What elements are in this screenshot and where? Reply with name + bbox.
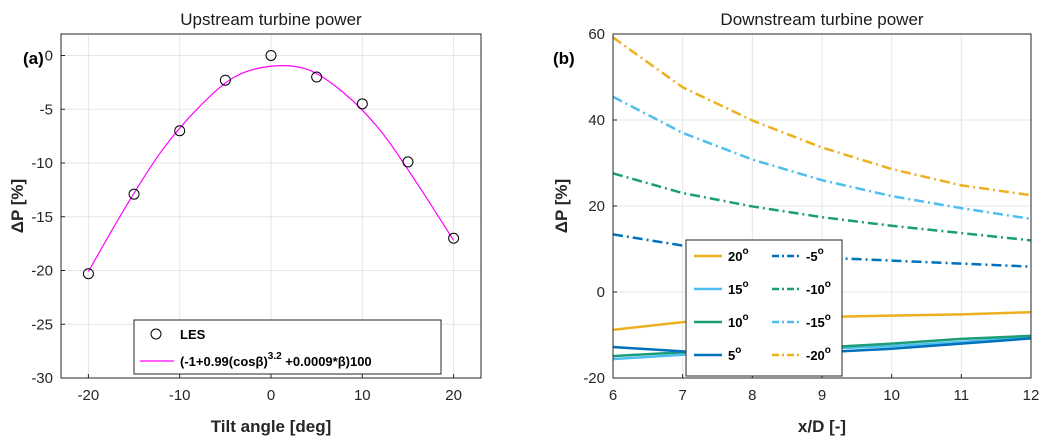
panel-b-ylabel: ΔP [%] bbox=[552, 179, 571, 233]
legend-label-6: -15o bbox=[806, 312, 831, 330]
panel-a-legend: LES (-1+0.99(cosβ)3.2 +0.0009*β)100 bbox=[133, 319, 442, 375]
les-point-8 bbox=[448, 232, 460, 244]
legend-label-1: 15o bbox=[728, 279, 749, 297]
panel-a-ytick-1: -5 bbox=[40, 101, 53, 118]
panel-a-ytick-2: -10 bbox=[31, 155, 53, 172]
panel-a-marks bbox=[82, 50, 460, 280]
legend-label-5: -10o bbox=[806, 279, 831, 297]
legend-fit-label-sup: 3.2 bbox=[268, 351, 282, 362]
fit-curve bbox=[87, 64, 455, 272]
panel-b-xtick-0: 6 bbox=[609, 387, 617, 404]
panel-b-legend: 20o 15o 10o 5o -5o -10o -15o -20o bbox=[685, 239, 843, 377]
legend-fit-label: (-1+0.99(cosβ)3.2 +0.0009*β)100 bbox=[180, 351, 372, 369]
panel-b-label: (b) bbox=[553, 49, 575, 68]
les-point-1 bbox=[128, 188, 140, 200]
panel-b-xtick-5: 11 bbox=[954, 387, 970, 404]
panel-b-ytick-4: -20 bbox=[583, 370, 605, 387]
series-line-7 bbox=[612, 36, 1032, 197]
les-point-0 bbox=[82, 268, 94, 280]
series-line-4 bbox=[612, 233, 1032, 268]
panel-a-xtick-4: 20 bbox=[445, 387, 462, 404]
legend-label-0: 20o bbox=[728, 246, 749, 264]
legend-les-label: LES bbox=[180, 327, 206, 342]
panel-a-ytick-6: -30 bbox=[31, 370, 53, 387]
panel-b-ytick-2: 20 bbox=[588, 198, 605, 215]
panel-b-legend-box bbox=[685, 239, 843, 377]
panel-a-ytick-0: 0 bbox=[45, 48, 53, 65]
panel-b-xlabel: x/D [-] bbox=[798, 417, 846, 436]
panel-b-xtick-2: 8 bbox=[748, 387, 756, 404]
panel-a: Upstream turbine power (a) -20 -10 0 10 200-… bbox=[8, 10, 482, 436]
panel-a-xtick-2: 0 bbox=[267, 387, 275, 404]
les-point-4 bbox=[265, 50, 277, 61]
panel-b-ytick-1: 40 bbox=[588, 112, 605, 129]
legend-label-2: 10o bbox=[728, 312, 749, 330]
panel-b-ytick-3: 0 bbox=[597, 284, 605, 301]
panel-a-label: (a) bbox=[23, 49, 44, 68]
panel-a-ytick-5: -25 bbox=[31, 316, 53, 333]
les-point-3 bbox=[219, 74, 231, 86]
les-point-2 bbox=[174, 125, 186, 137]
panel-a-ytick-4: -20 bbox=[31, 263, 53, 280]
panel-b-ytick-0: 60 bbox=[588, 26, 605, 43]
panel-a-ylabel: ΔP [%] bbox=[8, 179, 27, 233]
panel-a-xtick-1: -10 bbox=[169, 387, 191, 404]
legend-les-marker bbox=[150, 328, 162, 340]
panel-b-marks bbox=[612, 36, 1032, 361]
panel-b: Downstream turbine power (b) 6 7 8 9 10 11 126… bbox=[552, 10, 1039, 436]
panel-a-ticks: -20 -10 0 10 20 0 -5 -10 -15 -20 -25 -30 bbox=[31, 48, 462, 405]
panel-a-legend-box bbox=[133, 319, 442, 375]
panel-a-xtick-3: 10 bbox=[354, 387, 371, 404]
panel-b-xtick-3: 9 bbox=[818, 387, 826, 404]
panel-a-title: Upstream turbine power bbox=[180, 10, 362, 29]
panel-a-ytick-3: -15 bbox=[31, 209, 53, 226]
panel-a-xlabel: Tilt angle [deg] bbox=[211, 417, 332, 436]
series-line-5 bbox=[612, 172, 1032, 242]
les-point-5 bbox=[311, 71, 323, 83]
panel-b-title: Downstream turbine power bbox=[720, 10, 923, 29]
panel-b-xtick-1: 7 bbox=[678, 387, 686, 404]
legend-fit-label-base: (-1+0.99(cosβ) bbox=[180, 354, 268, 369]
les-point-6 bbox=[356, 98, 368, 110]
legend-fit-label-tail: +0.0009*β)100 bbox=[282, 354, 372, 369]
panel-b-xtick-4: 10 bbox=[883, 387, 900, 404]
panel-b-xtick-6: 12 bbox=[1023, 387, 1040, 404]
series-line-6 bbox=[612, 95, 1032, 221]
legend-label-4: -5o bbox=[806, 246, 824, 264]
panel-a-xtick-0: -20 bbox=[78, 387, 100, 404]
panel-b-ticks: 6 7 8 9 10 11 12 60 40 20 0 -20 bbox=[583, 26, 1039, 404]
legend-label-3: 5o bbox=[728, 345, 741, 363]
legend-label-7: -20o bbox=[806, 345, 831, 363]
les-point-7 bbox=[402, 156, 414, 168]
